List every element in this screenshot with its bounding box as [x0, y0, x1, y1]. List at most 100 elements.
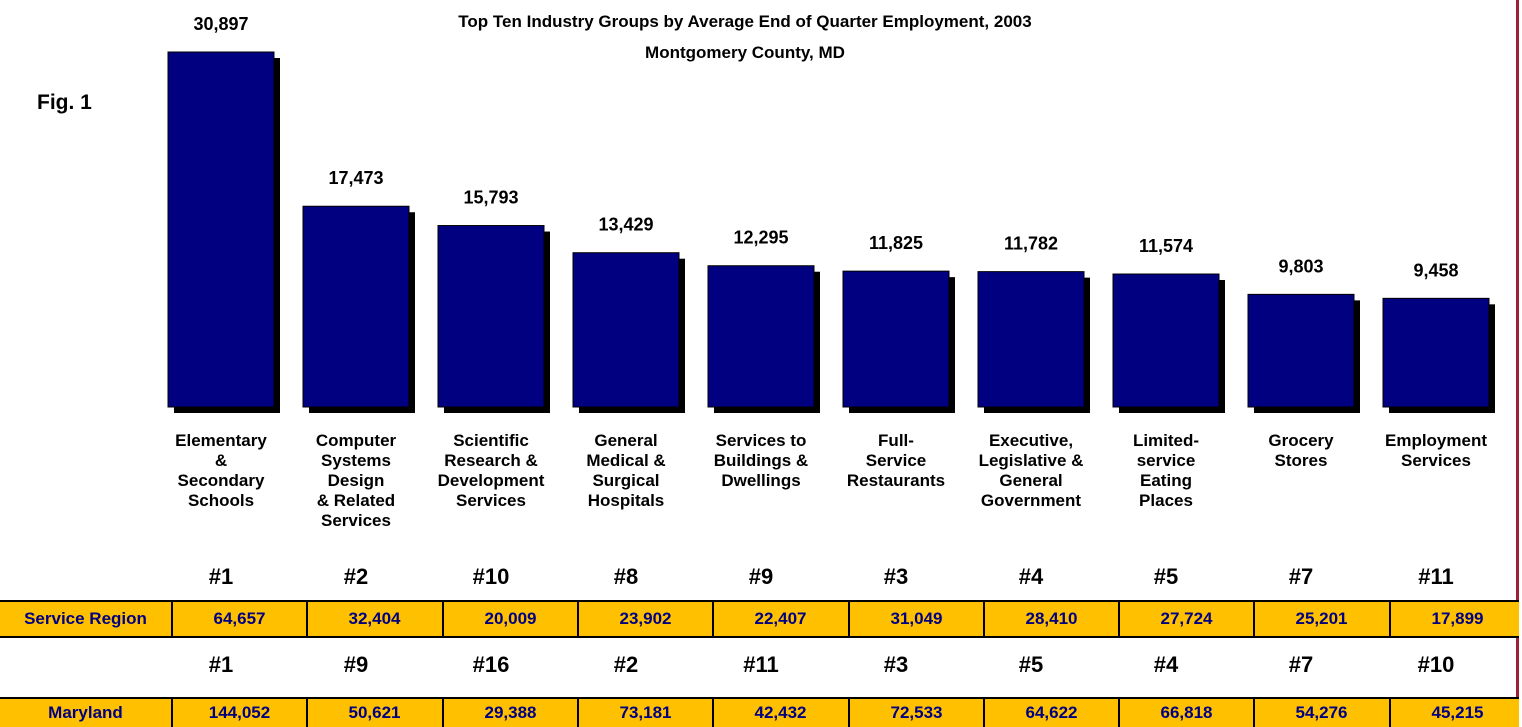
figure-label: Fig. 1	[37, 91, 92, 114]
rank-label: #7	[1288, 652, 1314, 677]
rank-label: #9	[343, 652, 369, 677]
category-label: Computer Systems Design & Related Services	[290, 431, 422, 531]
category-label-line: Elementary	[175, 431, 267, 450]
category-label-line: Places	[1139, 491, 1193, 510]
bar	[977, 271, 1085, 408]
right-border	[1516, 0, 1519, 727]
bar-chart: 30,897 17,473 15,793 13,429 12,295 11,825 11,7…	[167, 14, 1495, 413]
category-label-line: Government	[980, 491, 1082, 510]
table-cell: 72,533	[848, 699, 983, 727]
category-label: Scientific Research & Development Services	[425, 431, 557, 511]
category-label-line: Systems	[321, 451, 391, 470]
bar-value-label: 12,295	[733, 228, 788, 248]
table-cell: 42,432	[712, 699, 847, 727]
bar	[707, 265, 815, 408]
category-label-line: Stores	[1274, 451, 1328, 470]
category-label-line: Full-	[878, 431, 914, 450]
category-label-line: Computer	[315, 431, 397, 450]
rank-label: #9	[748, 564, 774, 589]
category-label-line: Medical &	[586, 451, 666, 470]
category-label: General Medical & Surgical Hospitals	[560, 431, 692, 511]
table-cell: 64,622	[983, 699, 1118, 727]
bar	[1382, 297, 1490, 408]
bar-value-label: 17,473	[328, 168, 383, 188]
bar	[572, 252, 680, 408]
bar-value-label: 11,825	[869, 233, 923, 253]
table-cell: 27,724	[1118, 602, 1253, 636]
category-label-line: Design	[327, 471, 385, 490]
rank-label: #3	[883, 564, 909, 589]
chart-subtitle: Montgomery County, MD	[645, 43, 845, 62]
chart-title-block: Top Ten Industry Groups by Average End o…	[380, 6, 1110, 68]
category-label: Executive, Legislative & General Government	[965, 431, 1097, 511]
bar	[437, 225, 545, 408]
table-cell: 66,818	[1118, 699, 1253, 727]
maryland-row: Maryland 144,052 50,621 29,388 73,181 42,432…	[0, 697, 1519, 727]
table-cell: 54,276	[1253, 699, 1388, 727]
category-label-line: Development	[437, 471, 545, 490]
category-label: Grocery Stores	[1235, 431, 1367, 471]
service-region-row: Service Region 64,657 32,404 20,009 23,902 2…	[0, 600, 1519, 638]
category-label-line: Secondary	[177, 471, 265, 490]
rank-label: #10	[1417, 652, 1455, 677]
bar-value-label: 30,897	[193, 14, 248, 34]
rank-label: #1	[208, 652, 234, 677]
category-label: Full- Service Restaurants	[830, 431, 962, 491]
bar-value-label: 9,458	[1413, 260, 1458, 280]
category-label-line: Services	[321, 511, 391, 530]
table-cell: 144,052	[171, 699, 306, 727]
category-label-line: Services	[1401, 451, 1471, 470]
rank-label: #10	[472, 564, 510, 589]
table-cell: 29,388	[442, 699, 577, 727]
category-label-line: Surgical	[592, 471, 660, 490]
rank-label: #4	[1153, 652, 1179, 677]
service-region-label: Service Region	[24, 609, 147, 628]
rank-label: #2	[613, 652, 639, 677]
category-label-line: Limited-	[1132, 431, 1200, 450]
category-label-line: & Related	[316, 491, 396, 510]
bar	[842, 270, 950, 408]
rank-label: #1	[208, 564, 234, 589]
bar	[167, 51, 275, 408]
table-cell: 64,657	[171, 602, 306, 636]
maryland-label: Maryland	[48, 703, 123, 722]
category-label-line: Dwellings	[721, 471, 801, 490]
rank-label: #4	[1018, 564, 1044, 589]
category-label-line: Eating	[1140, 471, 1192, 490]
rank-label: #5	[1018, 652, 1044, 677]
table-cell: 32,404	[306, 602, 441, 636]
category-label-line: Employment	[1384, 431, 1488, 450]
category-label-line: Scientific	[453, 431, 529, 450]
bar-value-label: 11,574	[1139, 236, 1193, 256]
category-label: Employment Services	[1370, 431, 1502, 471]
rank-label: #2	[343, 564, 369, 589]
bar-value-label: 9,803	[1278, 256, 1323, 276]
rank-label: #16	[472, 652, 510, 677]
table-cell: 50,621	[306, 699, 441, 727]
category-label-line: General	[999, 471, 1063, 490]
category-label-line: Schools	[187, 491, 255, 510]
bar	[1112, 273, 1220, 408]
rank-label: #11	[1418, 564, 1454, 589]
table-cell: 17,899	[1389, 602, 1522, 636]
category-label-line: Grocery	[1268, 431, 1334, 450]
category-label-line: Hospitals	[587, 491, 665, 510]
category-label: Services to Buildings & Dwellings	[695, 431, 827, 491]
category-label-line: Executive,	[988, 431, 1074, 450]
bar-value-label: 13,429	[598, 215, 653, 235]
bar	[1247, 293, 1355, 408]
bar-value-label: 11,782	[1004, 234, 1058, 254]
category-label-line: General	[594, 431, 658, 450]
table-cell: 25,201	[1253, 602, 1388, 636]
table-cell: 20,009	[442, 602, 577, 636]
table-cell: 22,407	[712, 602, 847, 636]
category-label-line: Restaurants	[846, 471, 946, 490]
category-label-line: service	[1136, 451, 1196, 470]
category-label-line: Services to	[715, 431, 807, 450]
table-cell: 28,410	[983, 602, 1118, 636]
table-cell: 31,049	[848, 602, 983, 636]
rank-label: #5	[1153, 564, 1179, 589]
bar	[302, 205, 410, 408]
table-cell: 23,902	[577, 602, 712, 636]
category-label-line: Buildings &	[713, 451, 809, 470]
